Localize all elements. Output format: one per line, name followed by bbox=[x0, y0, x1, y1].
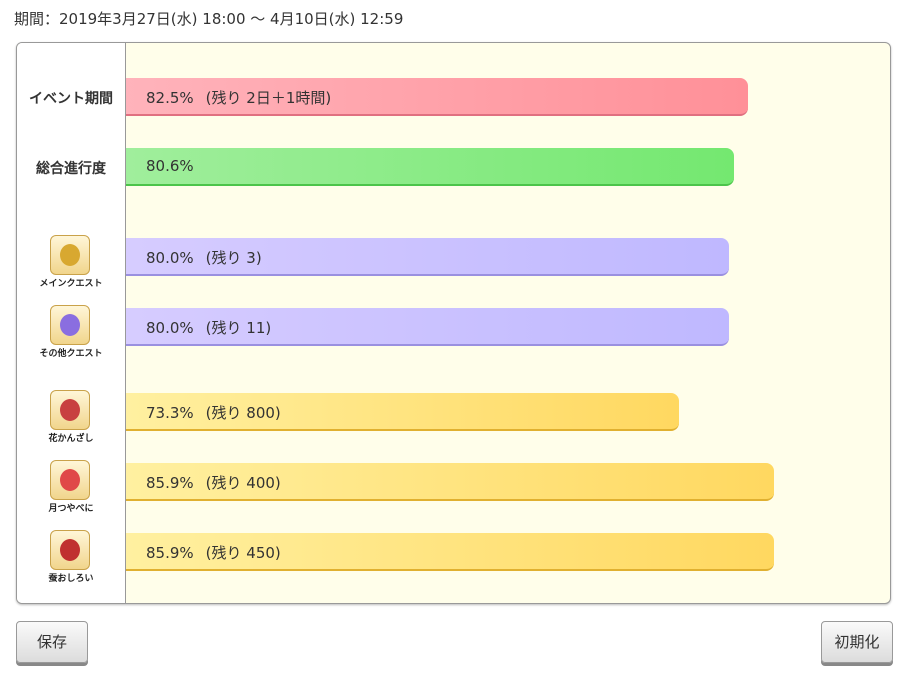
row-label: イベント期間 bbox=[29, 91, 113, 107]
remaining: (残り 450) bbox=[205, 544, 281, 562]
value-label: 73.3% bbox=[146, 404, 194, 422]
value-label: 85.9% bbox=[146, 544, 194, 562]
progress-bar: 80.6% bbox=[126, 148, 734, 186]
progress-bar: 80.0% (残り 3) bbox=[126, 238, 730, 276]
row-label: 総合進行度 bbox=[36, 161, 106, 177]
remaining: (残り 11) bbox=[205, 319, 272, 337]
item-label: メインクエスト bbox=[39, 279, 103, 289]
save-button[interactable]: 保存 bbox=[16, 621, 88, 663]
progress-bar: 85.9% (残り 400) bbox=[126, 463, 774, 501]
value-label: 80.0% bbox=[146, 249, 194, 267]
progress-bar: 73.3% (残り 800) bbox=[126, 393, 679, 431]
value-label: 80.6% bbox=[146, 157, 194, 175]
reset-button[interactable]: 初期化 bbox=[821, 621, 893, 663]
bar-track: 80.0% (残り 3) bbox=[126, 238, 880, 276]
bar-text: 80.0% (残り 3) bbox=[146, 247, 262, 268]
item-icon bbox=[50, 460, 90, 500]
remaining: (残り 3) bbox=[205, 249, 262, 267]
item-icon bbox=[50, 390, 90, 430]
item-label: 月つやべに bbox=[48, 504, 94, 514]
period: 期間：2019年3月27日(水) 18:00 ～ 4月10日(水) 12:59 bbox=[14, 10, 404, 28]
remaining: (残り 800) bbox=[205, 404, 281, 422]
remaining: (残り 400) bbox=[205, 474, 281, 492]
bar-text: 80.0% (残り 11) bbox=[146, 317, 271, 338]
progress-bar: 80.0% (残り 11) bbox=[126, 308, 730, 346]
bar-track: 73.3% (残り 800) bbox=[126, 393, 880, 431]
progress-bar: 82.5% (残り 2日＋1時間) bbox=[126, 78, 749, 116]
bar-track: 85.9% (残り 400) bbox=[126, 463, 880, 501]
bar-track: 85.9% (残り 450) bbox=[126, 533, 880, 571]
value-label: 80.0% bbox=[146, 319, 194, 337]
bar-text: 80.6% bbox=[146, 157, 194, 175]
bar-track: 82.5% (残り 2日＋1時間) bbox=[126, 78, 880, 116]
progress-panel: イベント期間 82.5% (残り 2日＋1時間) 総合進行度 80.6% メインクエスト 8… bbox=[16, 42, 891, 604]
bar-text: 82.5% (残り 2日＋1時間) bbox=[146, 87, 331, 108]
item-icon bbox=[50, 235, 90, 275]
item-label: その他クエスト bbox=[39, 349, 103, 359]
progress-bar: 85.9% (残り 450) bbox=[126, 533, 774, 571]
bar-track: 80.0% (残り 11) bbox=[126, 308, 880, 346]
bar-text: 85.9% (残り 400) bbox=[146, 472, 281, 493]
bar-track: 80.6% bbox=[126, 148, 880, 186]
bar-text: 73.3% (残り 800) bbox=[146, 402, 281, 423]
item-label: 花かんざし bbox=[48, 434, 94, 444]
item-label: 蚕おしろい bbox=[48, 574, 94, 584]
remaining: (残り 2日＋1時間) bbox=[205, 89, 332, 107]
item-icon bbox=[50, 530, 90, 570]
value-label: 82.5% bbox=[146, 89, 194, 107]
bar-text: 85.9% (残り 450) bbox=[146, 542, 281, 563]
item-icon bbox=[50, 305, 90, 345]
value-label: 85.9% bbox=[146, 474, 194, 492]
